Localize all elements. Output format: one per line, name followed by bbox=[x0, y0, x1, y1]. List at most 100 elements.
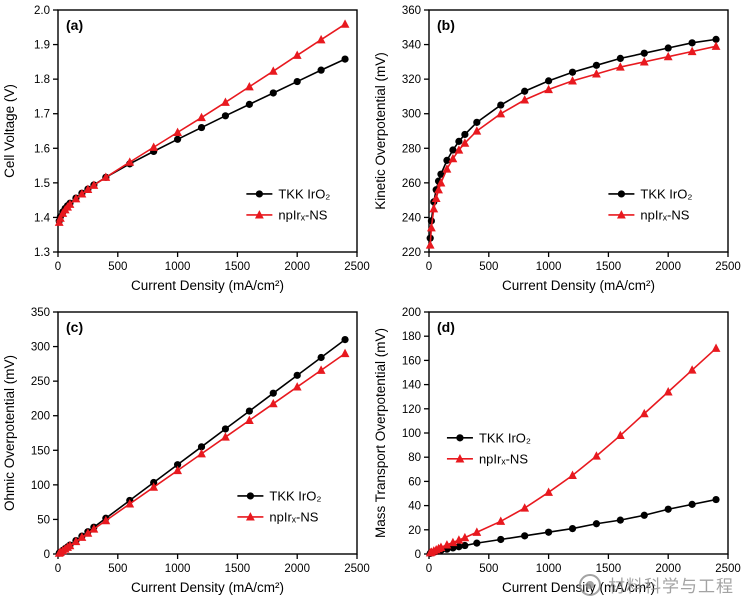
axes-frame bbox=[428, 9, 729, 253]
y-axis: 220 240 260 280 300 320 340 360 Kinetic Overpote… bbox=[373, 5, 429, 259]
svg-text:280: 280 bbox=[402, 143, 421, 155]
svg-text:TKK IrO₂: TKK IrO₂ bbox=[640, 186, 692, 201]
svg-text:0: 0 bbox=[415, 549, 421, 561]
axes-frame bbox=[57, 311, 358, 555]
svg-text:350: 350 bbox=[31, 307, 50, 319]
axes-frame bbox=[428, 311, 729, 555]
panel-label: (a) bbox=[66, 17, 83, 33]
svg-text:180: 180 bbox=[402, 331, 421, 343]
svg-text:140: 140 bbox=[402, 380, 421, 392]
svg-text:300: 300 bbox=[402, 109, 421, 121]
series-1 bbox=[425, 41, 721, 249]
svg-text:500: 500 bbox=[479, 563, 498, 575]
svg-text:160: 160 bbox=[402, 355, 421, 367]
series-1 bbox=[425, 343, 721, 557]
svg-text:40: 40 bbox=[408, 501, 421, 513]
svg-text:150: 150 bbox=[31, 445, 50, 457]
svg-text:1.4: 1.4 bbox=[34, 212, 51, 224]
svg-text:360: 360 bbox=[402, 5, 421, 17]
axes-frame bbox=[57, 9, 358, 253]
svg-text:0: 0 bbox=[55, 563, 61, 575]
legend: TKK IrO₂ npIrₓ-NS bbox=[237, 488, 321, 524]
svg-text:320: 320 bbox=[402, 74, 421, 86]
svg-text:TKK IrO₂: TKK IrO₂ bbox=[278, 186, 330, 201]
svg-text:Mass Transport Overpotential (: Mass Transport Overpotential (mV) bbox=[373, 328, 388, 538]
svg-text:100: 100 bbox=[31, 480, 50, 492]
svg-text:Current Density (mA/cm²): Current Density (mA/cm²) bbox=[131, 278, 284, 293]
panel-b: 0 500 1000 1500 2000 2500 Current Density (mA/… bbox=[371, 0, 742, 302]
svg-text:260: 260 bbox=[402, 178, 421, 190]
svg-text:200: 200 bbox=[402, 307, 421, 319]
svg-text:100: 100 bbox=[402, 428, 421, 440]
svg-text:0: 0 bbox=[426, 563, 432, 575]
svg-text:340: 340 bbox=[402, 40, 421, 52]
svg-text:2500: 2500 bbox=[715, 261, 741, 273]
svg-text:TKK IrO₂: TKK IrO₂ bbox=[479, 430, 531, 445]
panel-c: 0 500 1000 1500 2000 2500 Current Density (mA/… bbox=[0, 302, 371, 604]
x-axis: 0 500 1000 1500 2000 2500 Current Density (mA/… bbox=[55, 252, 370, 293]
svg-text:Current Density (mA/cm²): Current Density (mA/cm²) bbox=[502, 278, 655, 293]
svg-text:1.8: 1.8 bbox=[34, 74, 50, 86]
svg-text:1.7: 1.7 bbox=[34, 109, 50, 121]
panel-label: (d) bbox=[437, 319, 455, 335]
svg-text:Ohmic Overpotential (mV): Ohmic Overpotential (mV) bbox=[2, 355, 17, 511]
svg-text:300: 300 bbox=[31, 342, 50, 354]
svg-text:0: 0 bbox=[426, 261, 432, 273]
panel-a: 0 500 1000 1500 2000 2500 Current Density (mA/… bbox=[0, 0, 371, 302]
svg-text:2000: 2000 bbox=[284, 261, 310, 273]
svg-text:1.3: 1.3 bbox=[34, 247, 50, 259]
svg-text:1.6: 1.6 bbox=[34, 143, 50, 155]
svg-text:0: 0 bbox=[44, 549, 50, 561]
svg-text:npIrₓ-NS: npIrₓ-NS bbox=[640, 207, 689, 222]
chart-kinetic-overpotential: 0 500 1000 1500 2000 2500 Current Density (mA/… bbox=[373, 5, 741, 293]
svg-text:200: 200 bbox=[31, 411, 50, 423]
panel-d: 0 500 1000 1500 2000 2500 Current Density (mA/… bbox=[371, 302, 742, 604]
svg-text:Cell Voltage (V): Cell Voltage (V) bbox=[2, 84, 17, 178]
svg-text:1500: 1500 bbox=[596, 563, 622, 575]
legend: TKK IrO₂ npIrₓ-NS bbox=[446, 430, 531, 466]
svg-text:250: 250 bbox=[31, 376, 50, 388]
svg-text:Current Density (mA/cm²): Current Density (mA/cm²) bbox=[131, 580, 284, 595]
svg-text:500: 500 bbox=[108, 563, 127, 575]
svg-text:1500: 1500 bbox=[225, 563, 251, 575]
svg-text:60: 60 bbox=[408, 476, 421, 488]
panel-label: (b) bbox=[437, 17, 455, 33]
panel-label: (c) bbox=[66, 319, 83, 335]
chart-cell-voltage: 0 500 1000 1500 2000 2500 Current Density (mA/… bbox=[2, 5, 370, 293]
svg-text:1000: 1000 bbox=[536, 563, 562, 575]
series-1 bbox=[54, 348, 350, 557]
svg-text:2500: 2500 bbox=[344, 563, 370, 575]
series-0 bbox=[426, 495, 720, 557]
svg-text:220: 220 bbox=[402, 247, 421, 259]
series-1 bbox=[54, 19, 350, 226]
svg-text:240: 240 bbox=[402, 212, 421, 224]
svg-text:2000: 2000 bbox=[284, 563, 310, 575]
svg-text:1500: 1500 bbox=[225, 261, 251, 273]
svg-text:2000: 2000 bbox=[655, 261, 681, 273]
svg-text:500: 500 bbox=[479, 261, 498, 273]
svg-text:Kinetic Overpotential (mV): Kinetic Overpotential (mV) bbox=[373, 52, 388, 210]
svg-text:npIrₓ-NS: npIrₓ-NS bbox=[269, 509, 318, 524]
x-axis: 0 500 1000 1500 2000 2500 Current Density (mA/… bbox=[426, 554, 741, 595]
svg-text:npIrₓ-NS: npIrₓ-NS bbox=[479, 451, 528, 466]
x-axis: 0 500 1000 1500 2000 2500 Current Density (mA/… bbox=[55, 554, 370, 595]
svg-text:1000: 1000 bbox=[165, 563, 191, 575]
svg-text:50: 50 bbox=[37, 514, 50, 526]
svg-text:2500: 2500 bbox=[344, 261, 370, 273]
svg-text:120: 120 bbox=[402, 404, 421, 416]
x-axis: 0 500 1000 1500 2000 2500 Current Density (mA/… bbox=[426, 252, 741, 293]
svg-text:1.9: 1.9 bbox=[34, 40, 50, 52]
svg-text:2.0: 2.0 bbox=[34, 5, 50, 17]
svg-text:1.5: 1.5 bbox=[34, 178, 50, 190]
y-axis: 0 20 40 60 80 100 120 140 160 180 200 Mass Transpor… bbox=[373, 307, 429, 561]
svg-text:2000: 2000 bbox=[655, 563, 681, 575]
svg-text:1500: 1500 bbox=[596, 261, 622, 273]
svg-text:2500: 2500 bbox=[715, 563, 741, 575]
legend: TKK IrO₂ npIrₓ-NS bbox=[246, 186, 330, 222]
svg-text:TKK IrO₂: TKK IrO₂ bbox=[269, 488, 321, 503]
svg-text:500: 500 bbox=[108, 261, 127, 273]
svg-text:1000: 1000 bbox=[536, 261, 562, 273]
